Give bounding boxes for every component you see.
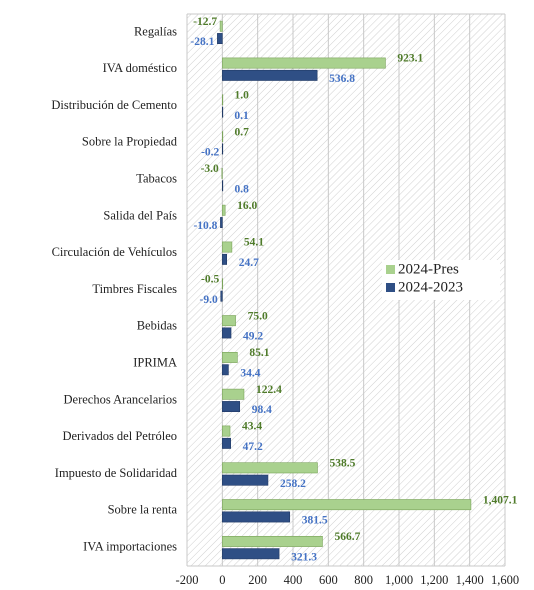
value-label: 54.1 <box>244 237 264 249</box>
x-tick-label: 600 <box>319 573 338 587</box>
bar <box>222 364 229 376</box>
bar <box>222 499 472 511</box>
bar <box>222 401 241 413</box>
value-label: -0.2 <box>201 147 219 159</box>
value-label: 85.1 <box>249 347 269 359</box>
bar <box>222 241 233 253</box>
y-tick-label: Regalías <box>134 24 177 38</box>
bar <box>222 94 224 106</box>
bar <box>221 278 224 290</box>
x-tick-label: 800 <box>354 573 373 587</box>
value-label: 49.2 <box>243 331 263 343</box>
bar <box>222 180 224 192</box>
x-tick-label: 0 <box>219 573 225 587</box>
bar <box>222 548 280 560</box>
value-label: 1,407.1 <box>483 494 518 506</box>
bar <box>220 290 223 302</box>
y-tick-label: Impuesto de Solidaridad <box>55 466 178 480</box>
y-tick-label: IPRIMA <box>133 355 177 369</box>
value-label: 566.7 <box>334 531 360 543</box>
bar <box>222 535 323 547</box>
value-label: 122.4 <box>256 384 282 396</box>
y-tick-label: Distribución de Cemento <box>51 98 177 112</box>
value-label: 34.4 <box>240 367 260 379</box>
bar <box>222 388 245 400</box>
bar <box>222 425 231 437</box>
bar <box>220 217 223 229</box>
bar <box>222 462 318 474</box>
value-label: 75.0 <box>248 310 268 322</box>
x-tick-label: 200 <box>248 573 267 587</box>
y-tick-label: IVA doméstico <box>103 61 177 75</box>
bar <box>222 315 236 327</box>
value-label: -28.1 <box>190 36 214 48</box>
y-tick-label: Sobre la Propiedad <box>82 135 178 149</box>
value-label: 258.2 <box>280 478 306 490</box>
bar <box>222 131 224 143</box>
value-label: -12.7 <box>193 16 217 28</box>
bar <box>217 33 223 45</box>
value-label: 536.8 <box>329 73 355 85</box>
value-label: 24.7 <box>239 257 259 269</box>
value-label: 381.5 <box>302 515 328 527</box>
bar <box>221 143 224 155</box>
bar <box>222 351 238 363</box>
value-label: 98.4 <box>252 404 272 416</box>
bar <box>222 204 226 216</box>
value-label: 43.4 <box>242 421 262 433</box>
bar <box>219 20 223 32</box>
x-tick-label: 1,000 <box>385 573 413 587</box>
bar <box>222 327 232 339</box>
value-label: 16.0 <box>237 200 257 212</box>
bar <box>222 69 318 81</box>
x-tick-label: 1,600 <box>491 573 519 587</box>
value-label: -10.8 <box>193 220 217 232</box>
bar <box>221 167 223 179</box>
bar <box>222 106 224 118</box>
value-label: 0.8 <box>234 183 249 195</box>
bar <box>222 437 231 449</box>
y-tick-label: Sobre la renta <box>108 503 178 517</box>
y-tick-label: IVA importaciones <box>83 539 177 553</box>
x-tick-label: 400 <box>284 573 303 587</box>
legend-swatch <box>386 283 395 292</box>
y-tick-label: Derechos Arancelarios <box>64 392 178 406</box>
value-label: 47.2 <box>243 441 263 453</box>
y-tick-label: Circulación de Vehículos <box>52 245 178 259</box>
y-tick-label: Derivados del Petróleo <box>62 429 177 443</box>
legend-background <box>382 260 500 300</box>
value-label: -3.0 <box>201 163 219 175</box>
legend-swatch <box>386 265 395 274</box>
y-tick-label: Tabacos <box>136 171 177 185</box>
value-label: 0.1 <box>234 110 249 122</box>
legend-label: 2024-2023 <box>398 279 463 295</box>
value-label: 321.3 <box>291 551 317 563</box>
value-label: 1.0 <box>235 89 250 101</box>
value-label: 923.1 <box>397 53 423 65</box>
value-label: 538.5 <box>329 457 355 469</box>
x-tick-label: -200 <box>176 573 199 587</box>
x-tick-label: 1,400 <box>456 573 484 587</box>
y-tick-label: Timbres Fiscales <box>92 282 177 296</box>
y-tick-label: Bebidas <box>137 319 177 333</box>
legend-label: 2024-Pres <box>398 261 459 277</box>
value-label: -0.5 <box>201 273 219 285</box>
value-label: -9.0 <box>200 294 218 306</box>
value-label: 0.7 <box>234 126 249 138</box>
bar <box>222 57 386 69</box>
bar <box>222 253 227 265</box>
bar <box>222 474 269 486</box>
bar <box>222 511 291 523</box>
y-tick-label: Salida del País <box>103 208 177 222</box>
x-tick-label: 1,200 <box>420 573 448 587</box>
